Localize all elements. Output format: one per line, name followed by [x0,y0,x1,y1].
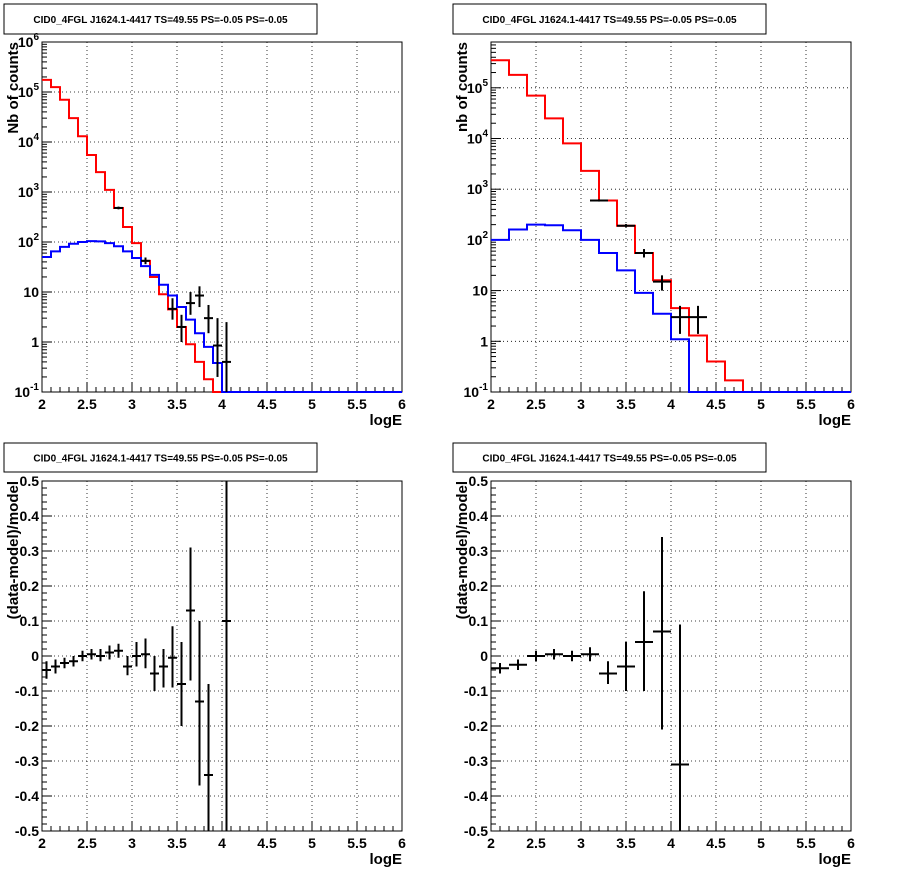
y-tick-label: -0.4 [15,788,39,804]
x-tick-label: 5 [757,835,765,851]
chart-panel-1: CID0_4FGL J1624.1-4417 TS=49.55 PS=-0.05… [3,3,406,429]
y-tick-label: -0.3 [464,753,488,769]
x-tick-label: 3 [128,396,136,412]
x-tick-label: 3 [577,396,585,412]
x-tick-label: 4.5 [257,835,277,851]
x-tick-label: 3.5 [616,835,636,851]
x-axis-label: logE [370,412,403,429]
y-tick-label: 0 [480,648,488,664]
x-tick-label: 2.5 [526,835,546,851]
y-tick-label: 103 [467,179,489,197]
y-axis-label: Nb of counts [5,42,22,134]
chart-title: CID0_4FGL J1624.1-4417 TS=49.55 PS=-0.05… [33,454,288,465]
x-axis-label: logE [819,851,852,868]
y-tick-label: 0 [31,648,39,664]
x-tick-label: 5 [757,396,765,412]
y-tick-label: 0.5 [469,473,489,489]
y-tick-label: 0.1 [20,613,40,629]
x-tick-label: 3.5 [616,396,636,412]
y-tick-label: 0.2 [20,578,40,594]
y-axis-label: (data-model)/model [5,481,22,619]
y-tick-label: -0.2 [464,718,488,734]
x-tick-label: 2 [487,396,495,412]
x-tick-label: 2 [38,835,46,851]
x-tick-label: 4 [218,835,226,851]
y-tick-label: 10 [472,283,488,299]
y-tick-label: 0.1 [469,613,489,629]
y-tick-label: 0.2 [469,578,489,594]
x-axis-label: logE [819,412,852,429]
y-tick-label: 10 [23,284,39,300]
x-tick-label: 4 [667,835,675,851]
x-tick-label: 4.5 [706,835,726,851]
y-tick-label: -0.2 [15,718,39,734]
chart-title: CID0_4FGL J1624.1-4417 TS=49.55 PS=-0.05… [482,454,737,465]
x-tick-label: 6 [847,396,855,412]
x-tick-label: 4.5 [706,396,726,412]
y-tick-label: 1 [31,334,39,350]
x-tick-label: 2.5 [77,396,97,412]
x-tick-label: 5.5 [347,835,367,851]
y-tick-label: -0.3 [15,753,39,769]
x-tick-label: 2.5 [77,835,97,851]
x-tick-label: 5.5 [796,835,816,851]
chart-title-box [452,442,767,473]
chart-title: CID0_4FGL J1624.1-4417 TS=49.55 PS=-0.05… [482,15,737,26]
y-tick-label: 104 [467,128,489,146]
y-tick-label: 103 [18,182,40,200]
model-source-histogram [491,223,851,393]
x-tick-label: 5 [308,396,316,412]
y-tick-label: 10-1 [464,382,489,400]
chart-panel-3: CID0_4FGL J1624.1-4417 TS=49.55 PS=-0.05… [3,442,406,868]
chart-title-box [3,3,318,35]
y-tick-label: -0.5 [464,823,488,839]
x-tick-label: 3.5 [167,396,187,412]
x-tick-label: 5.5 [347,396,367,412]
y-tick-label: 0.5 [20,473,40,489]
x-tick-label: 2 [38,396,46,412]
x-tick-label: 2 [487,835,495,851]
y-tick-label: 106 [18,32,40,50]
model-source-histogram [42,240,402,393]
x-tick-label: 3 [128,835,136,851]
x-tick-label: 2.5 [526,396,546,412]
y-tick-label: -0.5 [15,823,39,839]
x-tick-label: 4.5 [257,396,277,412]
x-tick-label: 3.5 [167,835,187,851]
chart-title: CID0_4FGL J1624.1-4417 TS=49.55 PS=-0.05… [33,15,288,26]
chart-title-box [452,3,767,35]
y-tick-label: -0.1 [15,683,39,699]
x-tick-label: 5 [308,835,316,851]
x-tick-label: 6 [847,835,855,851]
y-tick-label: 105 [467,78,489,96]
y-tick-label: 0.4 [20,508,40,524]
y-tick-label: 0.4 [469,508,489,524]
x-tick-label: 6 [398,396,406,412]
y-tick-label: 104 [18,132,40,150]
y-tick-label: 102 [467,230,489,248]
y-tick-label: 10-1 [15,382,40,400]
x-tick-label: 5.5 [796,396,816,412]
x-tick-label: 4 [667,396,675,412]
y-axis-label: nb of counts [454,42,471,132]
x-tick-label: 3 [577,835,585,851]
y-tick-label: -0.4 [464,788,488,804]
chart-panel-2: CID0_4FGL J1624.1-4417 TS=49.55 PS=-0.05… [452,3,855,429]
y-tick-label: 0.3 [469,543,489,559]
y-tick-label: -0.1 [464,683,488,699]
x-tick-label: 6 [398,835,406,851]
y-tick-label: 102 [18,232,40,250]
chart-title-box [3,442,318,473]
y-tick-label: 0.3 [20,543,40,559]
y-tick-label: 105 [18,82,40,100]
chart-panel-4: CID0_4FGL J1624.1-4417 TS=49.55 PS=-0.05… [452,442,855,868]
x-tick-label: 4 [218,396,226,412]
y-axis-label: (data-model)/model [454,481,471,619]
y-tick-label: 1 [480,333,488,349]
x-axis-label: logE [370,851,403,868]
